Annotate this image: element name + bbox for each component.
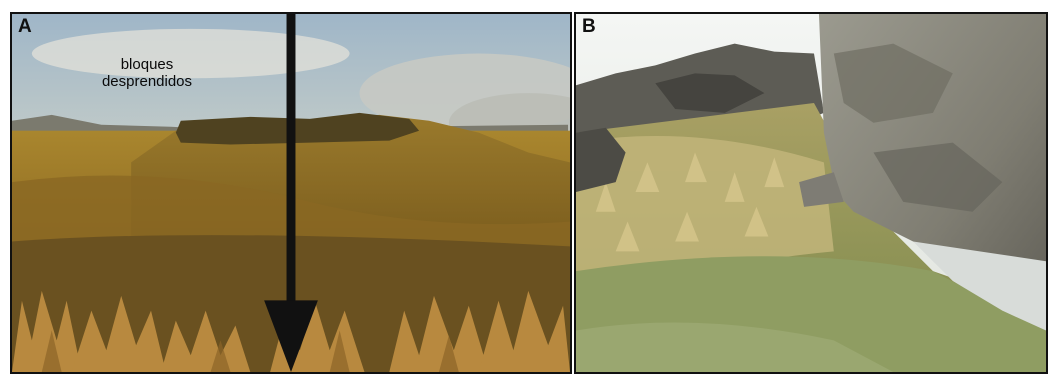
annotation-line-1: bloques <box>120 56 174 73</box>
annotation-line-2: desprendidos <box>101 73 193 90</box>
arrow-down-icon <box>264 14 318 372</box>
rock-outcrop-photo-b <box>576 14 1046 372</box>
panel-label-a: A <box>18 16 32 37</box>
annotation-label: bloques desprendidos <box>92 56 202 90</box>
panel-label-b: B <box>582 16 596 37</box>
panel-b-photo: B <box>574 12 1048 374</box>
panel-a-photo: A bloques desprendidos <box>10 12 572 374</box>
